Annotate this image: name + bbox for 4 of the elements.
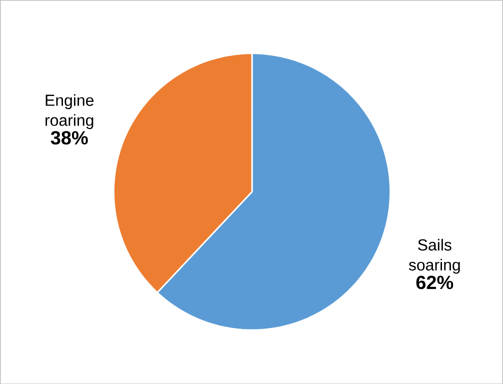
data-label: 38% — [50, 130, 88, 144]
slice-label: Sails soaring — [408, 238, 460, 274]
slice-label: Engine roaring — [46, 94, 94, 129]
data-label: 62% — [416, 276, 454, 289]
